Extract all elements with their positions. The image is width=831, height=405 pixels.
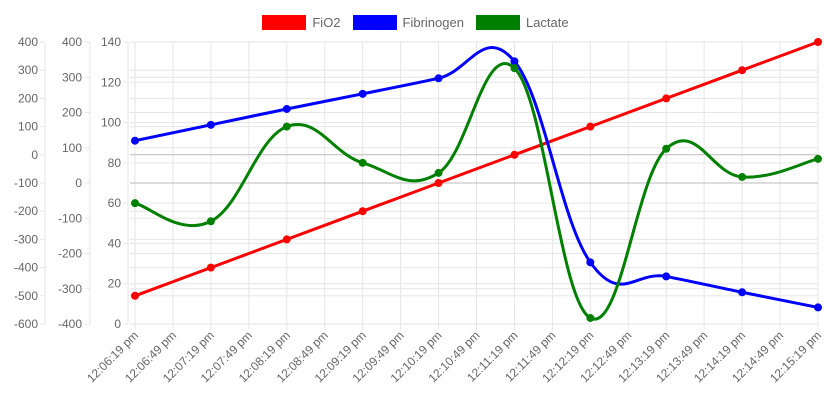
y-tick-label: 20 bbox=[108, 277, 122, 291]
data-point-fibrinogen bbox=[434, 74, 443, 83]
y-tick-label: -300 bbox=[14, 232, 38, 246]
data-point-fio2 bbox=[206, 263, 215, 272]
y-tick-label: 200 bbox=[18, 91, 38, 105]
data-point-fibrinogen bbox=[814, 303, 822, 312]
y-tick-label: -100 bbox=[58, 211, 82, 225]
series-line-lactate bbox=[134, 62, 819, 321]
y-tick-label: -400 bbox=[58, 317, 82, 331]
data-point-fibrinogen bbox=[662, 272, 671, 281]
data-point-fibrinogen bbox=[586, 258, 595, 267]
y-tick-label: 0 bbox=[114, 317, 121, 331]
data-point-fio2 bbox=[434, 179, 443, 187]
y-tick-label: 80 bbox=[108, 156, 122, 170]
y-tick-label: 400 bbox=[62, 35, 82, 49]
data-point-fibrinogen bbox=[358, 89, 367, 98]
legend-label-lactate: Lactate bbox=[525, 14, 569, 30]
legend-swatch-fibrinogen bbox=[352, 14, 397, 30]
data-point-fio2 bbox=[358, 207, 367, 216]
series-line-fio2 bbox=[134, 40, 819, 298]
data-point-fio2 bbox=[814, 38, 822, 46]
data-point-fio2 bbox=[738, 66, 747, 75]
legend-item-fibrinogen[interactable]: Fibrinogen bbox=[352, 14, 464, 30]
legend-label-fibrinogen: Fibrinogen bbox=[402, 14, 464, 30]
data-point-fibrinogen bbox=[510, 57, 519, 66]
y-tick-label: 100 bbox=[18, 120, 38, 134]
y-tick-label: 140 bbox=[101, 35, 121, 49]
data-point-fio2 bbox=[131, 291, 139, 300]
y-tick-label: 0 bbox=[75, 176, 82, 190]
data-point-fio2 bbox=[282, 235, 291, 244]
legend-item-fio2[interactable]: FiO2 bbox=[262, 14, 341, 30]
y-tick-label: -600 bbox=[14, 317, 38, 331]
y-tick-label: 100 bbox=[101, 116, 121, 130]
y-tick-label: -400 bbox=[14, 261, 38, 275]
data-point-lactate bbox=[738, 172, 747, 181]
y-tick-label: -200 bbox=[58, 247, 82, 261]
y-tick-label: 100 bbox=[62, 141, 82, 155]
y-tick-label: -300 bbox=[58, 282, 82, 296]
data-point-fibrinogen bbox=[282, 104, 291, 113]
y-tick-label: 0 bbox=[31, 148, 38, 162]
data-point-lactate bbox=[206, 217, 215, 226]
data-point-lactate bbox=[662, 144, 671, 153]
series-line-fibrinogen bbox=[134, 46, 819, 309]
legend-label-fio2: FiO2 bbox=[312, 14, 341, 30]
y-tick-label: -100 bbox=[14, 176, 38, 190]
data-point-lactate bbox=[586, 313, 595, 322]
data-point-lactate bbox=[282, 122, 291, 131]
data-point-fibrinogen bbox=[206, 120, 215, 129]
data-point-fio2 bbox=[586, 122, 595, 131]
y-tick-label: -200 bbox=[14, 204, 38, 218]
data-point-fibrinogen bbox=[131, 136, 139, 145]
data-point-lactate bbox=[358, 158, 367, 167]
y-tick-label: 300 bbox=[62, 70, 82, 84]
data-point-lactate bbox=[434, 168, 443, 177]
legend-item-lactate[interactable]: Lactate bbox=[475, 14, 569, 30]
data-point-lactate bbox=[131, 199, 139, 208]
y-tick-label: 200 bbox=[62, 106, 82, 120]
data-point-lactate bbox=[510, 64, 519, 73]
data-point-fio2 bbox=[662, 94, 671, 103]
y-tick-label: 120 bbox=[101, 75, 121, 89]
legend-swatch-fio2 bbox=[262, 14, 307, 30]
y-tick-label: 300 bbox=[18, 63, 38, 77]
legend: FiO2 Fibrinogen Lactate bbox=[0, 12, 831, 32]
data-point-fio2 bbox=[510, 150, 519, 159]
data-point-fibrinogen bbox=[738, 288, 747, 297]
legend-swatch-lactate bbox=[475, 14, 520, 30]
data-point-lactate bbox=[814, 154, 822, 163]
y-tick-label: 40 bbox=[108, 236, 122, 250]
y-tick-label: 400 bbox=[18, 35, 38, 49]
y-tick-label: 60 bbox=[108, 196, 122, 210]
y-tick-label: -500 bbox=[14, 289, 38, 303]
